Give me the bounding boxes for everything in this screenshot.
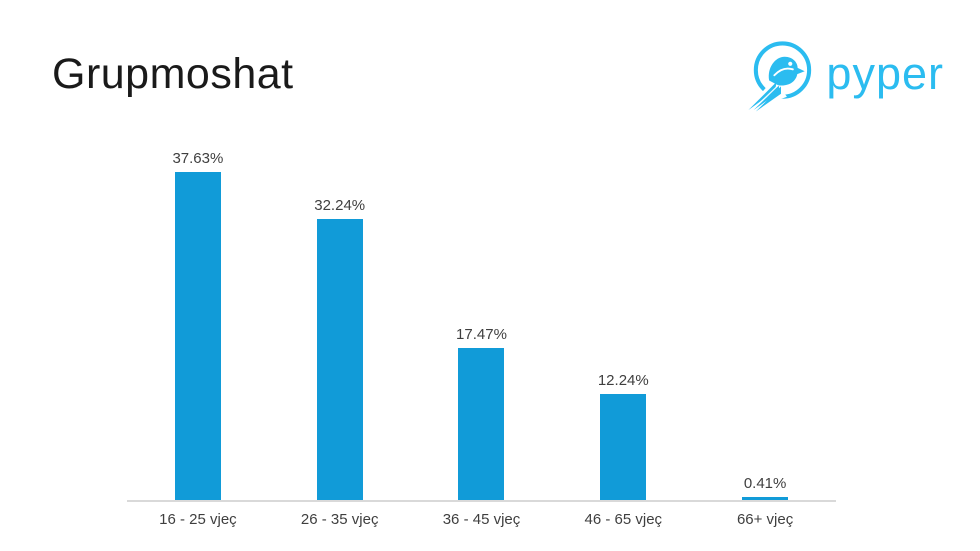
bar xyxy=(458,348,505,501)
page-title: Grupmoshat xyxy=(52,50,294,98)
x-axis-label: 16 - 25 vjeç xyxy=(159,511,237,528)
bar xyxy=(742,497,789,501)
x-axis-label: 26 - 35 vjeç xyxy=(300,511,379,528)
x-axis-labels: 16 - 25 vjeç 26 - 35 vjeç 36 - 45 vjeç 46 -… xyxy=(127,511,836,528)
bar xyxy=(316,219,363,501)
bar-value-label: 37.63% xyxy=(172,150,224,167)
bar xyxy=(600,394,647,501)
bar-chart: 37.63% 32.24% 17.47% 12.24% 0.41% xyxy=(127,140,836,501)
bar-group: 37.63% xyxy=(127,140,269,501)
bar-group: 32.24% xyxy=(269,140,411,501)
pyper-logo: pyper xyxy=(744,36,944,116)
bar-value-label: 32.24% xyxy=(314,197,366,214)
x-axis-line xyxy=(127,500,836,502)
x-axis-label: 46 - 65 vjeç xyxy=(584,511,663,528)
bar-slots: 37.63% 32.24% 17.47% 12.24% 0.41% xyxy=(127,140,836,501)
bar-group: 17.47% xyxy=(411,140,553,501)
bar-group: 0.41% xyxy=(694,140,836,501)
x-axis-label: 36 - 45 vjeç xyxy=(442,511,521,528)
bar-group: 12.24% xyxy=(552,140,694,501)
x-axis-label: 66+ vjeç xyxy=(736,511,794,528)
bar-value-label: 17.47% xyxy=(456,326,507,343)
pyper-bird-icon xyxy=(744,41,812,113)
pyper-logo-text: pyper xyxy=(826,47,944,99)
bar xyxy=(174,172,221,501)
bar-value-label: 0.41% xyxy=(743,475,787,492)
bar-value-label: 12.24% xyxy=(597,372,649,389)
